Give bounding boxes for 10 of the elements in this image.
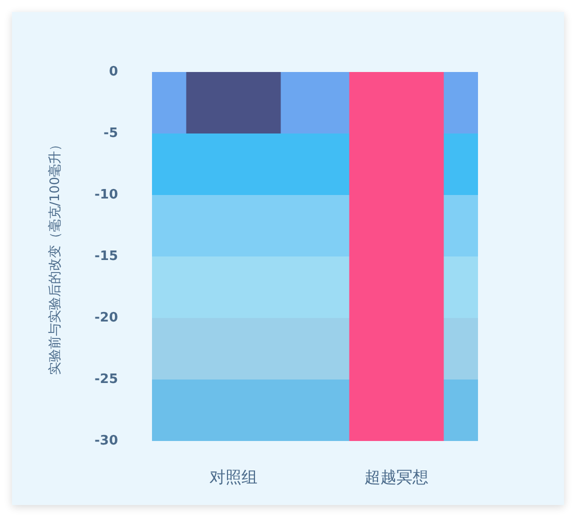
y-axis-title: 实验前与实验后的改变（毫克/100毫升） [47, 138, 63, 376]
y-tick-label: -25 [94, 372, 118, 387]
y-tick-label: -30 [94, 434, 118, 448]
y-tick-label: -10 [94, 188, 118, 202]
x-tick-label: 对照组 [210, 468, 258, 486]
y-tick-label: -20 [94, 310, 118, 326]
x-tick-label: 超越冥想 [364, 468, 428, 486]
y-tick-label: 0 [108, 64, 118, 80]
y-tick-label: -5 [104, 126, 118, 141]
y-tick-label: -15 [94, 249, 118, 264]
